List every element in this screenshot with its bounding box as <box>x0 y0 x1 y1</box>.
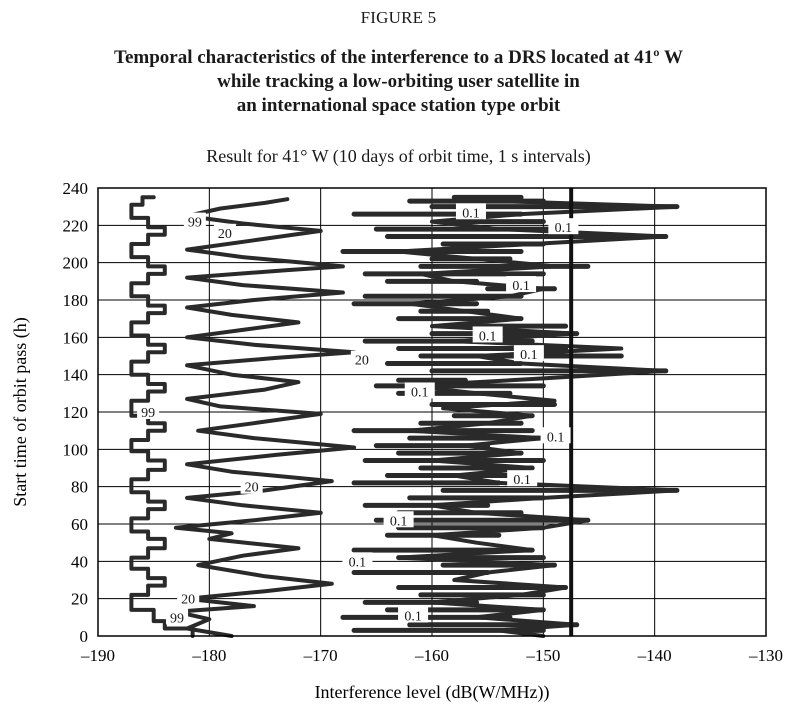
x-tick-label: –150 <box>525 646 560 665</box>
x-tick-label: –130 <box>748 646 783 665</box>
contour-label: 0.1 <box>513 473 531 488</box>
contour-label-bg <box>240 477 263 494</box>
plot-frame <box>97 187 767 637</box>
y-axis-label: Start time of orbit pass (h) <box>10 317 31 506</box>
contour-label-bg <box>455 203 486 220</box>
contour-label: 0.1 <box>547 430 565 445</box>
contour-label: 20 <box>245 481 259 496</box>
contour-label: 20 <box>181 593 195 608</box>
contour-label-bg <box>177 589 200 606</box>
contour-label: 99 <box>141 406 155 421</box>
contour-label-bg <box>342 552 373 569</box>
contour-label-bg <box>472 326 503 343</box>
contour-label: 99 <box>188 216 202 231</box>
figure-title-line: while tracking a low-orbiting user satel… <box>217 71 580 92</box>
figure-title-line: an international space station type orbi… <box>236 95 561 116</box>
contour-label: 0.1 <box>555 221 573 236</box>
y-tick-label: 100 <box>63 440 89 459</box>
x-tick-label: –140 <box>637 646 672 665</box>
x-tick-label: –180 <box>191 646 226 665</box>
contour-label-bg <box>398 606 429 623</box>
y-tick-label: 220 <box>63 216 89 235</box>
figure-title-line: Temporal characteristics of the interfer… <box>114 47 683 68</box>
band-group <box>340 194 680 633</box>
chart-subtitle: Result for 41° W (10 days of orbit time,… <box>206 146 591 166</box>
x-tick-label: –170 <box>303 646 338 665</box>
x-axis-label: Interference level (dB(W/MHz)) <box>315 682 550 703</box>
contour-label: 0.1 <box>462 206 480 221</box>
figure-label: FIGURE 5 <box>360 8 437 27</box>
contour-label-bg <box>383 511 414 528</box>
contour-label-bg <box>350 350 373 367</box>
y-tick-label: 200 <box>63 254 89 273</box>
tick-labels: –190 –180 –170 –160 –150 –140 –130 0 20 40 60 80 100… <box>63 179 784 665</box>
y-tick-label: 60 <box>71 515 88 534</box>
contour-label: 99 <box>170 611 184 626</box>
annotation-group: 99 20 0.1 0.1 0.1 0.1 0.1 20 0.1 99 0.1 0.1 20 0.1 0.1… <box>137 203 579 626</box>
contour-label-bg <box>507 470 538 487</box>
contour-label-bg <box>166 608 189 625</box>
figure-title: Temporal characteristics of the interfer… <box>0 46 797 118</box>
contour-label-bg <box>513 345 544 362</box>
y-tick-label: 180 <box>63 291 89 310</box>
contour-label-bg <box>548 218 579 235</box>
contour-label-bg <box>183 212 206 229</box>
y-tick-label: 160 <box>63 328 89 347</box>
contour-label: 0.1 <box>390 514 408 529</box>
y-tick-label: 80 <box>71 478 88 497</box>
series-line <box>173 197 357 638</box>
contour-label: 0.1 <box>404 609 422 624</box>
y-tick-label: 40 <box>71 552 88 571</box>
contour-label-bg <box>137 403 160 419</box>
contour-label: 0.1 <box>479 329 497 344</box>
contour-label: 0.1 <box>411 385 429 400</box>
contour-label-bg <box>404 382 435 399</box>
contour-label: 0.1 <box>512 279 530 294</box>
contour-label-bg <box>540 427 571 444</box>
y-tick-label: 20 <box>71 590 88 609</box>
y-tick-label: 120 <box>63 403 89 422</box>
y-tick-label: 240 <box>63 179 89 198</box>
contour-label: 0.1 <box>520 348 538 363</box>
plot-frame-group <box>97 187 767 637</box>
contour-label: 0.1 <box>349 555 367 570</box>
contour-label: 20 <box>218 227 232 242</box>
contour-label-bg <box>506 276 537 293</box>
contour-label: 20 <box>355 354 369 369</box>
x-tick-label: –160 <box>414 646 449 665</box>
y-tick-label: 140 <box>63 366 89 385</box>
x-tick-label: –190 <box>80 646 115 665</box>
y-tick-label: 0 <box>80 627 89 646</box>
contour-label-bg <box>213 223 236 240</box>
